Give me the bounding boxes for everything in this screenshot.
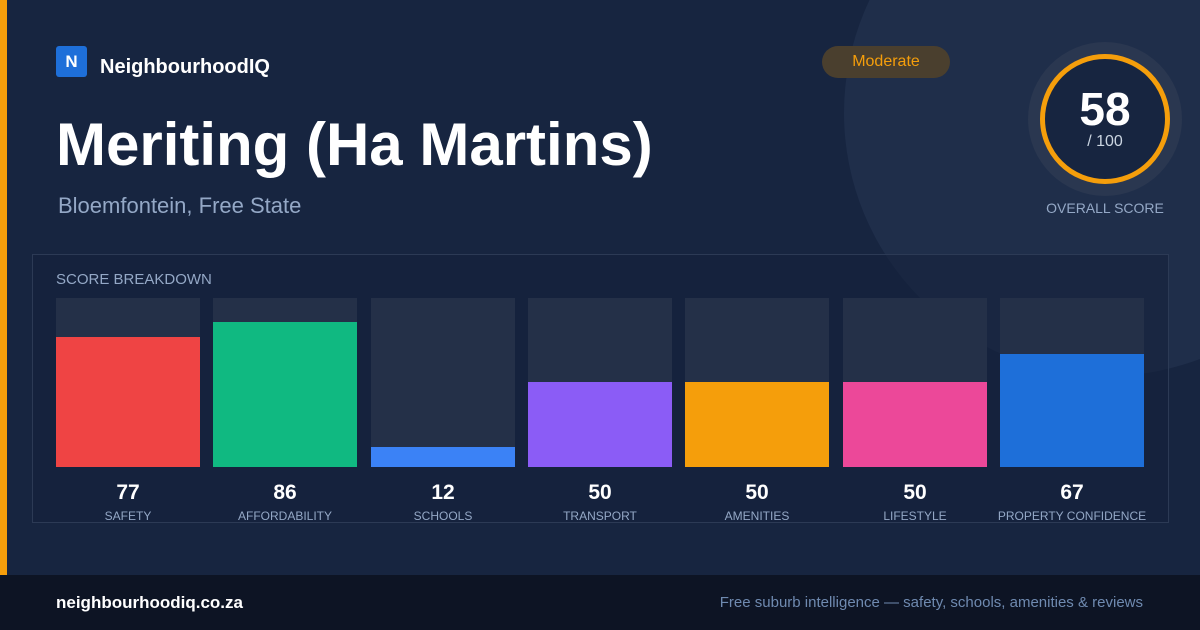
bar-label: AMENITIES — [724, 509, 790, 523]
bar-value: 77 — [116, 481, 140, 504]
score-bar-transport: 50 TRANSPORT — [528, 298, 672, 523]
score-ring-progress — [1040, 54, 1170, 184]
breakdown-title: SCORE BREAKDOWN — [56, 271, 212, 288]
bar-label: AFFORDABILITY — [237, 509, 332, 523]
bar-label: LIFESTYLE — [883, 509, 947, 523]
score-bar-affordability: 86 AFFORDABILITY — [213, 298, 357, 523]
bar-track — [528, 298, 672, 467]
bar-track — [1000, 298, 1144, 467]
bar-label: SAFETY — [104, 509, 152, 523]
bar-fill — [528, 382, 672, 467]
rating-badge: Moderate — [822, 46, 950, 78]
footer: neighbourhoodiq.co.za Free suburb intell… — [0, 575, 1200, 630]
bar-label: TRANSPORT — [563, 509, 637, 523]
bar-track — [371, 298, 515, 467]
bar-value: 50 — [903, 481, 927, 504]
suburb-title: Meriting (Ha Martins) — [56, 111, 653, 178]
bar-fill — [685, 382, 829, 467]
bar-value: 67 — [1060, 481, 1084, 504]
overall-score-max: / 100 — [1087, 133, 1123, 150]
logo-icon: N — [56, 46, 87, 77]
overall-score-label: OVERALL SCORE — [1046, 200, 1164, 216]
bar-value: 50 — [588, 481, 612, 504]
overall-score-ring: 58 / 100 — [1028, 42, 1182, 196]
bar-fill — [1000, 354, 1144, 467]
bar-track — [685, 298, 829, 467]
bar-fill — [371, 447, 515, 467]
footer-tagline: Free suburb intelligence — safety, schoo… — [719, 594, 1143, 611]
score-bar-property-confidence: 67 PROPERTY CONFIDENCE — [998, 298, 1146, 523]
bar-value: 50 — [745, 481, 769, 504]
brand-name: NeighbourhoodIQ — [100, 56, 270, 78]
bar-label: SCHOOLS — [413, 509, 473, 523]
overall-score-value: 58 — [1079, 83, 1131, 135]
suburb-location: Bloemfontein, Free State — [58, 193, 302, 218]
score-bars: 77 SAFETY 86 AFFORDABILITY 12 SCHOOLS 50 TRANSP… — [56, 298, 1146, 523]
score-bar-schools: 12 SCHOOLS — [371, 298, 515, 523]
bar-track — [843, 298, 987, 467]
bar-value: 86 — [273, 481, 297, 504]
bar-fill — [213, 322, 357, 467]
bar-track — [213, 298, 357, 467]
score-bar-lifestyle: 50 LIFESTYLE — [843, 298, 987, 523]
score-bar-amenities: 50 AMENITIES — [685, 298, 829, 523]
bar-fill — [843, 382, 987, 467]
accent-bar — [0, 0, 7, 575]
score-bar-safety: 77 SAFETY — [56, 298, 200, 523]
bar-fill — [56, 337, 200, 467]
bar-label: PROPERTY CONFIDENCE — [997, 509, 1147, 523]
bar-track — [56, 298, 200, 467]
footer-url[interactable]: neighbourhoodiq.co.za — [56, 593, 243, 612]
bar-value: 12 — [431, 481, 455, 504]
share-card: N NeighbourhoodIQ Moderate Meriting (Ha … — [0, 0, 1182, 575]
